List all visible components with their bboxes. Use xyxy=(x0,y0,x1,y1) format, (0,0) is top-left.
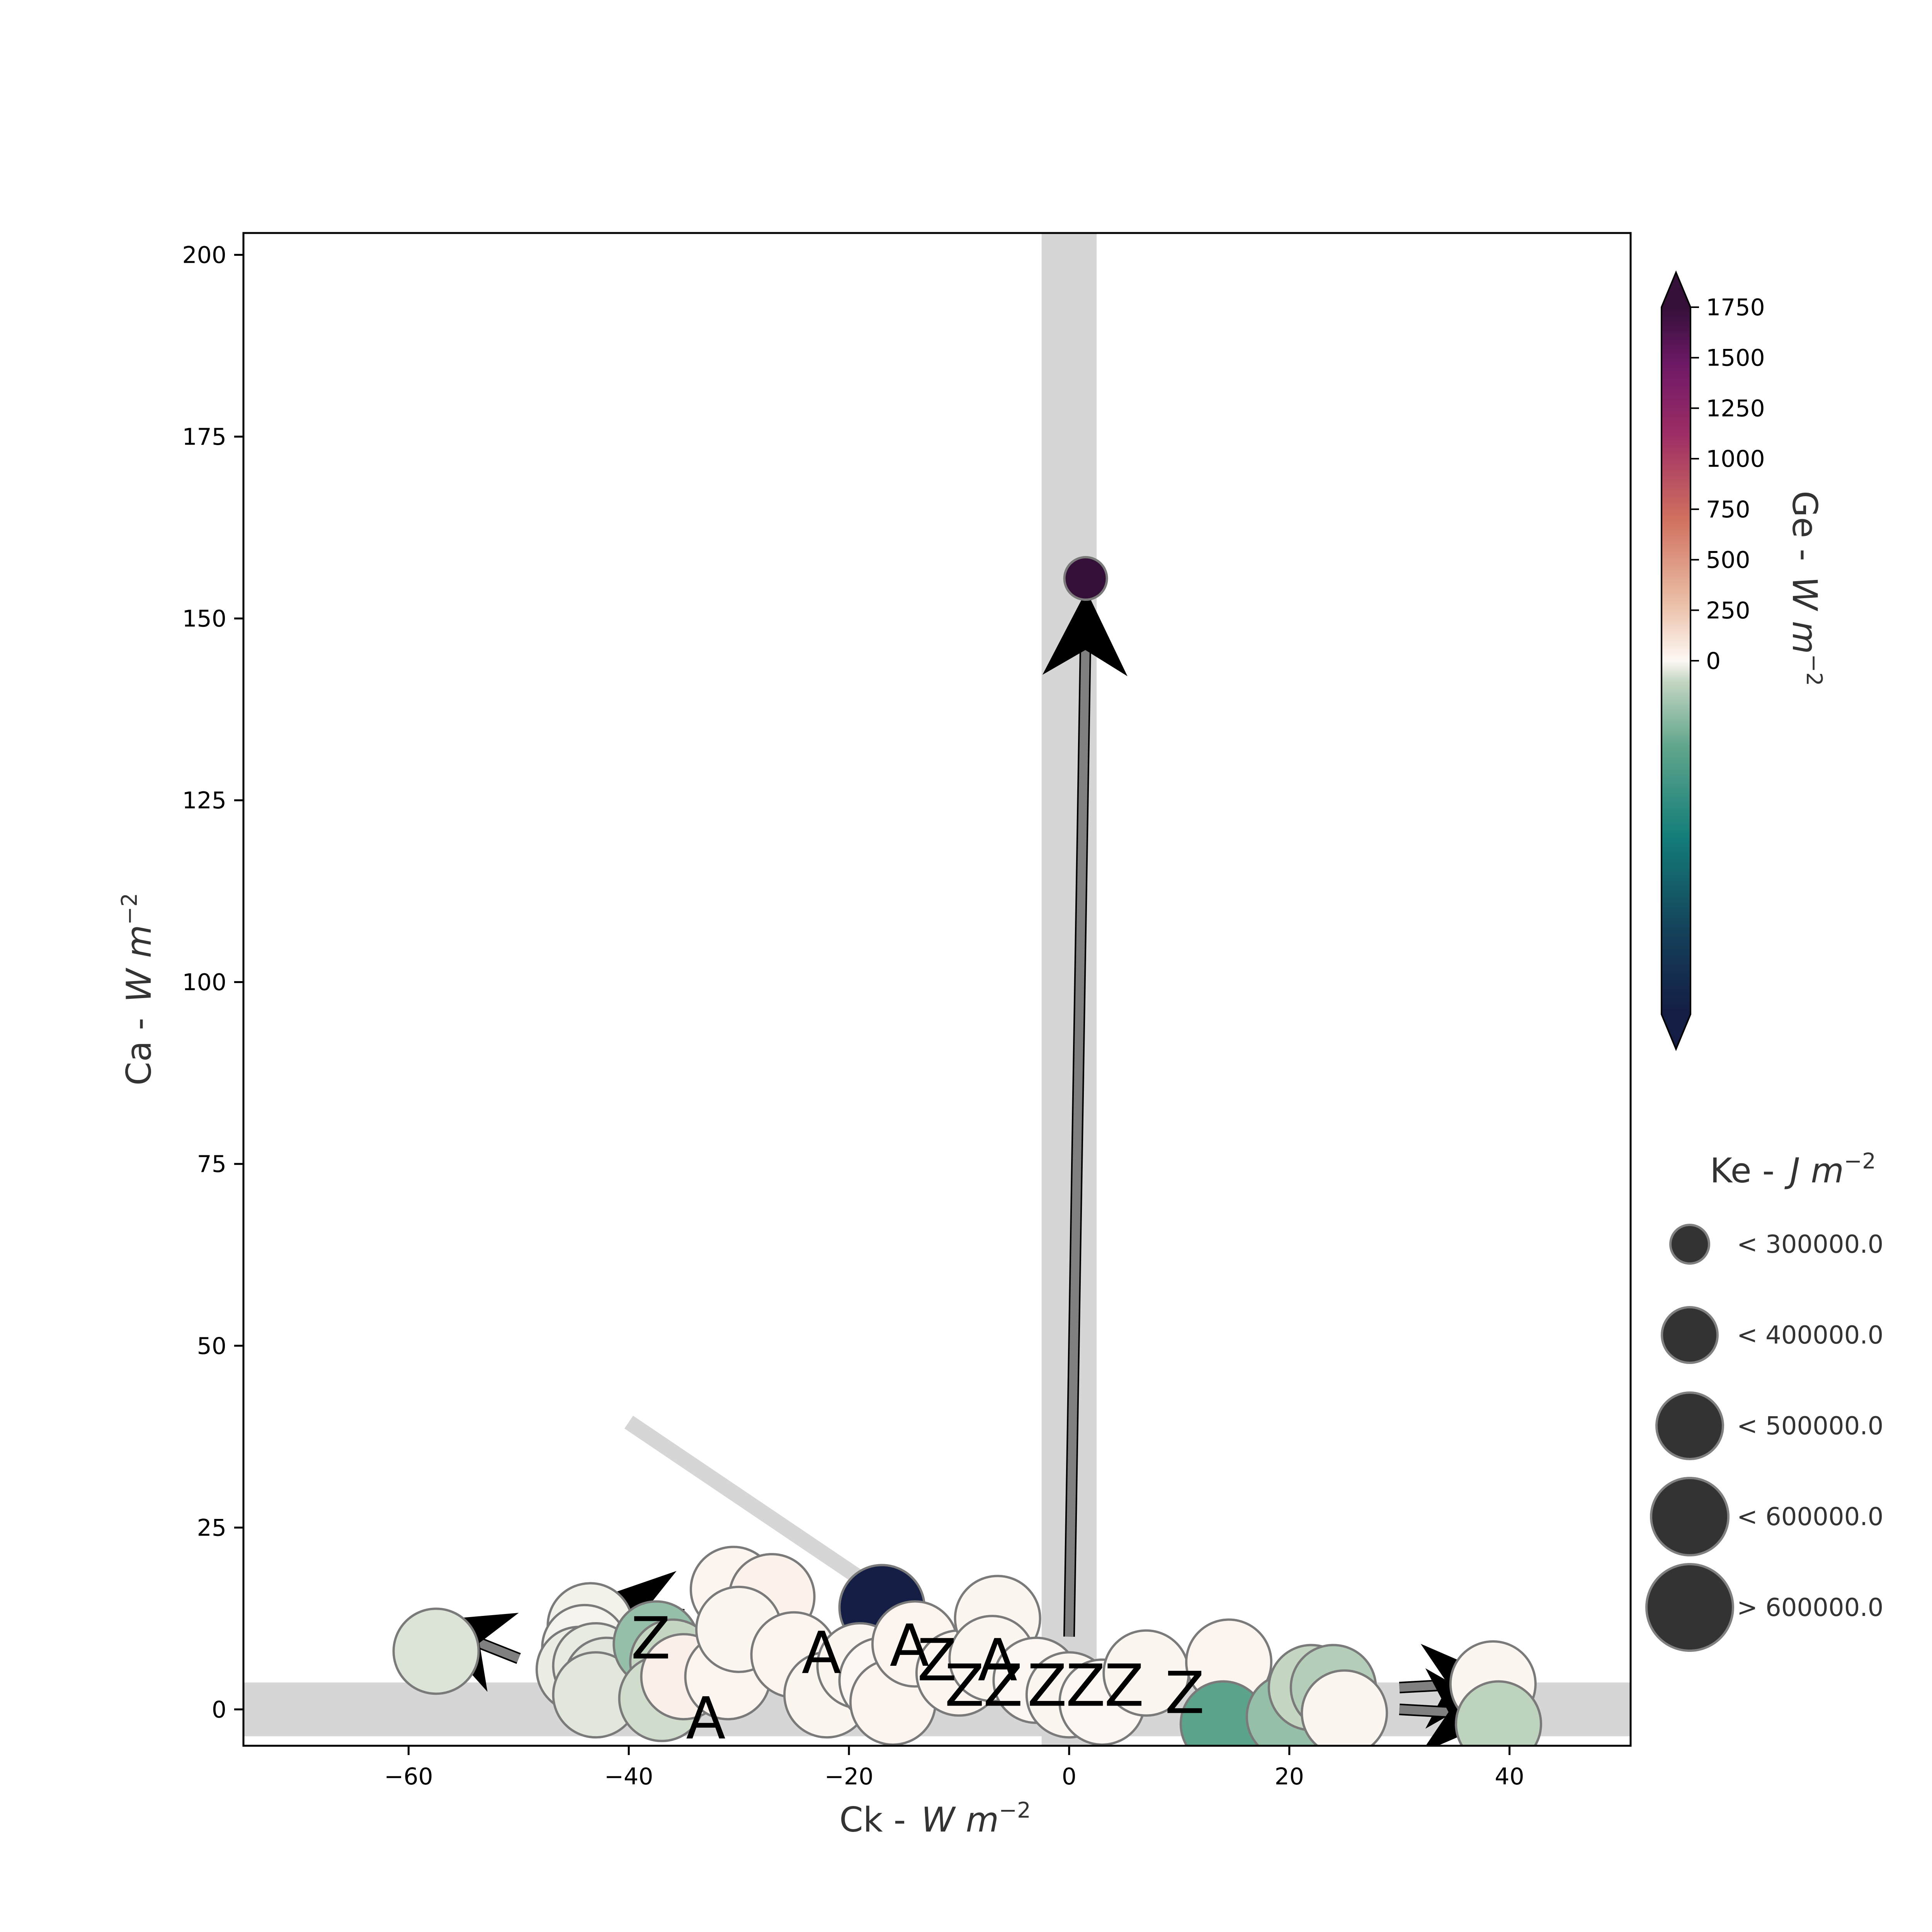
letter-marker-8: Z xyxy=(1027,1652,1067,1719)
diagonal-band xyxy=(624,1415,886,1600)
colorbar-extend-top xyxy=(1662,272,1690,307)
size-legend-label-3: < 600000.0 xyxy=(1737,1503,1883,1531)
data-point-2 xyxy=(392,1607,480,1695)
colorbar-tick-label: 1500 xyxy=(1706,345,1765,372)
data-point-0 xyxy=(1063,556,1108,601)
y-tick-label: 100 xyxy=(182,969,226,996)
y-tick-label: 0 xyxy=(212,1696,226,1723)
reference-bands xyxy=(243,233,1631,1746)
arrow-4 xyxy=(1399,1668,1508,1746)
letter-marker-9: Z xyxy=(1066,1652,1105,1719)
size-legend-title: Ke -J m−2 xyxy=(1710,1149,1876,1190)
y-tick-label: 175 xyxy=(182,423,226,451)
y-tick-label: 50 xyxy=(197,1333,226,1360)
size-legend-label-2: < 500000.0 xyxy=(1737,1412,1883,1440)
x-tick-label: 20 xyxy=(1275,1763,1304,1790)
data-point-35 xyxy=(1301,1669,1388,1746)
y-axis: 0 25 50 75 100 125 150 175 200 xyxy=(182,242,243,1723)
y-tick-label: 25 xyxy=(197,1514,226,1541)
size-legend-label-0: < 300000.0 xyxy=(1737,1230,1883,1259)
colorbar-tick-label: 750 xyxy=(1706,496,1750,523)
letter-marker-7: Z xyxy=(983,1652,1023,1719)
x-tick-label: 0 xyxy=(1062,1763,1077,1790)
y-tick-label: 75 xyxy=(197,1151,226,1178)
letter-marker-2: A xyxy=(802,1620,842,1687)
data-point-37 xyxy=(1455,1680,1543,1746)
y-tick-label: 125 xyxy=(182,787,226,814)
plot-area: ZAA AZ AZZ ZZZ Z xyxy=(242,232,1632,1752)
colorbar-tick-label: 0 xyxy=(1706,648,1721,675)
colorbar: 0 250 500 750 1000 1250 1500 1750 xyxy=(1661,270,1765,1051)
data-points xyxy=(392,556,1543,1746)
plot-frame xyxy=(242,232,1632,1747)
colorbar-tick-label: 1000 xyxy=(1706,446,1765,473)
colorbar-extend-bottom xyxy=(1662,1014,1690,1049)
size-legend-marker-2 xyxy=(1655,1391,1724,1460)
letter-marker-5: A xyxy=(978,1627,1017,1694)
size-legend-label-1: < 400000.0 xyxy=(1737,1321,1883,1350)
letter-marker-4: Z xyxy=(917,1627,957,1694)
x-tick-label: −40 xyxy=(604,1763,653,1790)
size-legend-marker-1 xyxy=(1661,1306,1719,1364)
letter-marker-1: A xyxy=(686,1685,726,1752)
letter-marker-11: Z xyxy=(1165,1660,1205,1727)
letter-marker-10: Z xyxy=(1104,1652,1144,1719)
letter-marker-0: Z xyxy=(631,1605,671,1672)
colorbar-gradient xyxy=(1662,307,1690,1014)
colorbar-tick-label: 1750 xyxy=(1706,294,1765,321)
y-axis-label: Ca -W m−2 xyxy=(117,893,159,1085)
colorbar-tick-label: 500 xyxy=(1706,547,1750,574)
size-legend-marker-0 xyxy=(1669,1224,1710,1265)
arrows xyxy=(424,590,1508,1746)
size-legend-label-4: > 600000.0 xyxy=(1737,1594,1883,1622)
colorbar-tick-label: 1250 xyxy=(1706,395,1765,422)
y-tick-label: 150 xyxy=(182,605,226,633)
x-tick-label: −20 xyxy=(825,1763,874,1790)
size-legend: < 300000.0 < 400000.0 < 500000.0 < 600000.0… xyxy=(1645,1224,1883,1652)
letter-marker-6: Z xyxy=(945,1652,985,1719)
x-tick-label: −60 xyxy=(384,1763,433,1790)
arrow-0 xyxy=(1042,590,1128,1637)
y-tick-label: 200 xyxy=(182,242,226,269)
x-tick-label: 40 xyxy=(1495,1763,1524,1790)
colorbar-label: Ge -W m−2 xyxy=(1785,491,1827,686)
x-axis-label: Ck -W m−2 xyxy=(839,1798,1031,1840)
letter-markers: ZAA AZ AZZ ZZZ Z xyxy=(631,1605,1205,1752)
colorbar-tick-label: 250 xyxy=(1706,597,1750,624)
size-legend-marker-3 xyxy=(1650,1477,1730,1556)
size-legend-marker-4 xyxy=(1645,1563,1734,1652)
x-axis: −60 −40 −20 0 20 40 xyxy=(384,1746,1524,1790)
letter-marker-3: A xyxy=(889,1612,929,1680)
